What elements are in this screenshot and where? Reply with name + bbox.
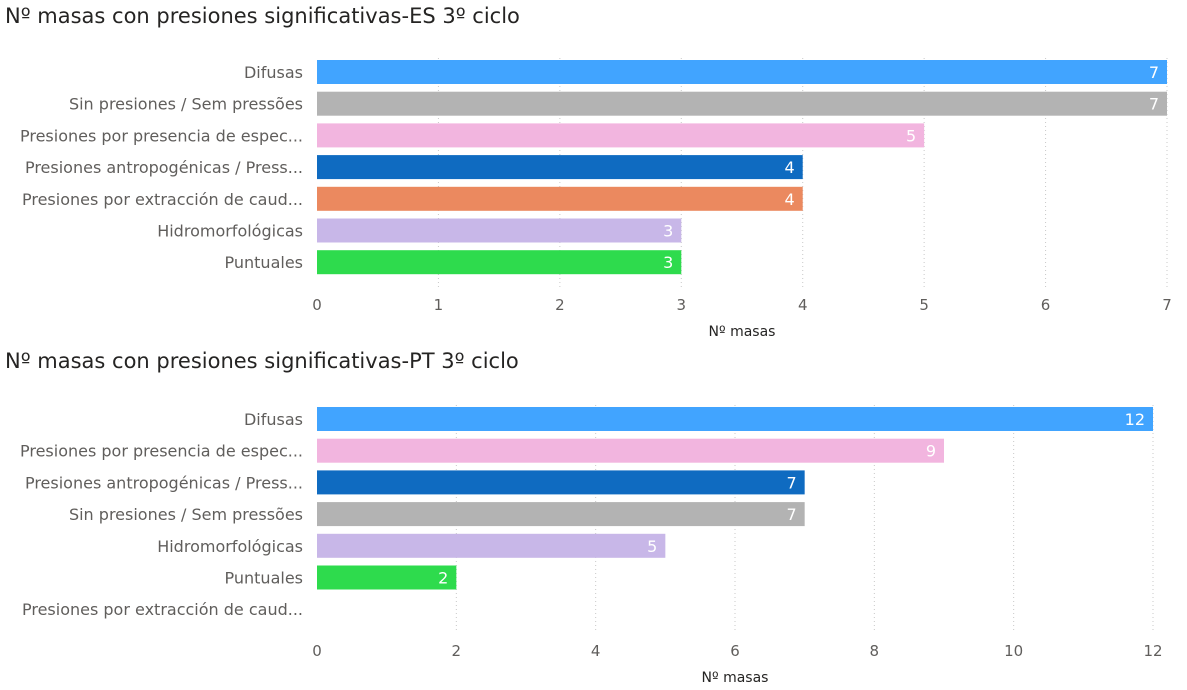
bar[interactable] bbox=[317, 60, 1167, 84]
x-tick-label: 1 bbox=[434, 296, 444, 314]
data-label: 5 bbox=[647, 537, 657, 556]
data-label: 3 bbox=[663, 222, 673, 241]
bar[interactable] bbox=[317, 565, 457, 590]
x-tick-label: 7 bbox=[1162, 296, 1172, 314]
x-tick-label: 2 bbox=[452, 642, 462, 660]
bar[interactable] bbox=[317, 533, 666, 558]
x-tick-label: 5 bbox=[919, 296, 929, 314]
category-label: Difusas bbox=[244, 410, 303, 429]
data-label: 3 bbox=[663, 253, 673, 272]
data-label: 4 bbox=[785, 190, 795, 209]
x-tick-label: 6 bbox=[1041, 296, 1051, 314]
data-label: 9 bbox=[926, 442, 936, 461]
category-label: Puntuales bbox=[225, 253, 304, 272]
bar[interactable] bbox=[317, 470, 805, 495]
category-label: Presiones por presencia de espec... bbox=[20, 442, 303, 461]
x-tick-label: 4 bbox=[591, 642, 601, 660]
bar[interactable] bbox=[317, 91, 1167, 116]
bar[interactable] bbox=[317, 438, 944, 463]
category-label: Presiones por extracción de caud... bbox=[22, 190, 303, 209]
bar-chart-pt: 0 2 4 6 8 10 12 Nº masas Difusas 12 Presiones por … bbox=[20, 405, 1163, 686]
x-tick-label: 4 bbox=[798, 296, 808, 314]
data-label: 7 bbox=[1149, 63, 1159, 82]
bar[interactable] bbox=[317, 155, 803, 180]
data-label: 2 bbox=[438, 569, 448, 588]
category-label: Hidromorfológicas bbox=[157, 222, 303, 241]
bar[interactable] bbox=[317, 123, 925, 148]
category-label: Sin presiones / Sem pressões bbox=[69, 95, 303, 114]
bar[interactable] bbox=[317, 502, 805, 527]
x-axis-title: Nº masas bbox=[702, 670, 769, 686]
data-label: 4 bbox=[785, 158, 795, 177]
data-label: 12 bbox=[1125, 410, 1145, 429]
x-tick-label: 0 bbox=[312, 296, 322, 314]
x-tick-label: 3 bbox=[677, 296, 687, 314]
data-label: 7 bbox=[786, 473, 796, 492]
data-label: 7 bbox=[1149, 95, 1159, 114]
bar[interactable] bbox=[317, 250, 682, 275]
category-label: Difusas bbox=[244, 63, 303, 82]
bar[interactable] bbox=[317, 218, 682, 243]
category-label: Sin presiones / Sem pressões bbox=[69, 505, 303, 524]
bar[interactable] bbox=[317, 186, 803, 211]
category-label: Presiones antropogénicas / Press... bbox=[25, 158, 303, 177]
x-axis-title: Nº masas bbox=[709, 324, 776, 340]
category-label: Presiones por extracción de caud... bbox=[22, 600, 303, 619]
x-tick-label: 10 bbox=[1004, 642, 1023, 660]
bar-chart-es: 0 1 2 3 4 5 6 7 Nº masas Difusas 7 Sin presiones / … bbox=[20, 58, 1172, 340]
category-label: Presiones antropogénicas / Press... bbox=[25, 473, 303, 492]
bar[interactable] bbox=[317, 407, 1153, 431]
category-label: Hidromorfológicas bbox=[157, 537, 303, 556]
x-tick-label: 6 bbox=[730, 642, 740, 660]
data-label: 7 bbox=[786, 505, 796, 524]
x-tick-label: 8 bbox=[870, 642, 880, 660]
x-tick-label: 0 bbox=[312, 642, 322, 660]
chart-title-es: Nº masas con presiones significativas-ES… bbox=[5, 4, 520, 28]
category-label: Presiones por presencia de espec... bbox=[20, 126, 303, 145]
x-tick-label: 12 bbox=[1143, 642, 1162, 660]
data-label: 5 bbox=[906, 126, 916, 145]
chart-title-pt: Nº masas con presiones significativas-PT… bbox=[5, 349, 519, 373]
x-tick-label: 2 bbox=[555, 296, 565, 314]
category-label: Puntuales bbox=[225, 569, 304, 588]
